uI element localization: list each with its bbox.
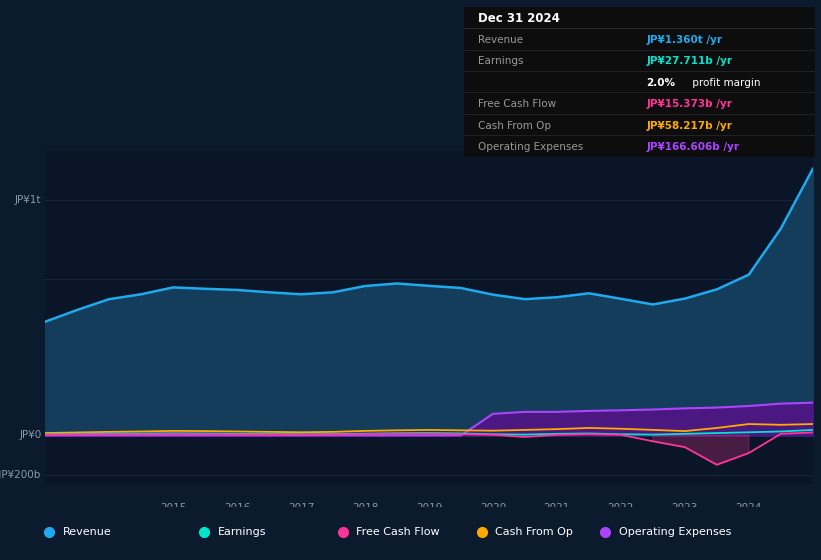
Text: 2017: 2017: [288, 503, 314, 513]
Text: 2020: 2020: [479, 503, 506, 513]
Text: 2015: 2015: [160, 503, 186, 513]
Text: JP¥58.217b /yr: JP¥58.217b /yr: [647, 121, 732, 130]
Text: 2021: 2021: [544, 503, 570, 513]
Text: profit margin: profit margin: [689, 78, 760, 88]
Text: Revenue: Revenue: [63, 527, 112, 537]
Text: 2024: 2024: [736, 503, 762, 513]
Text: Cash From Op: Cash From Op: [495, 527, 573, 537]
Text: Revenue: Revenue: [478, 35, 523, 45]
Text: 2.0%: 2.0%: [647, 78, 676, 88]
Text: Cash From Op: Cash From Op: [478, 121, 551, 130]
Text: 2018: 2018: [352, 503, 378, 513]
Text: JP¥1.360t /yr: JP¥1.360t /yr: [647, 35, 722, 45]
Text: JP¥166.606b /yr: JP¥166.606b /yr: [647, 142, 740, 152]
Text: -JP¥200b: -JP¥200b: [0, 470, 41, 479]
Text: Free Cash Flow: Free Cash Flow: [478, 99, 556, 109]
Text: JP¥27.711b /yr: JP¥27.711b /yr: [647, 57, 732, 67]
Text: Dec 31 2024: Dec 31 2024: [478, 12, 560, 25]
Text: Operating Expenses: Operating Expenses: [478, 142, 583, 152]
Text: 2019: 2019: [415, 503, 443, 513]
Text: JP¥1t: JP¥1t: [15, 195, 41, 205]
Text: JP¥15.373b /yr: JP¥15.373b /yr: [647, 99, 732, 109]
Text: Free Cash Flow: Free Cash Flow: [356, 527, 440, 537]
Text: 2016: 2016: [224, 503, 250, 513]
Text: 2023: 2023: [672, 503, 698, 513]
Text: 2022: 2022: [608, 503, 634, 513]
Text: Earnings: Earnings: [218, 527, 266, 537]
Text: Operating Expenses: Operating Expenses: [619, 527, 732, 537]
Text: Earnings: Earnings: [478, 57, 524, 67]
Text: JP¥0: JP¥0: [19, 431, 41, 440]
